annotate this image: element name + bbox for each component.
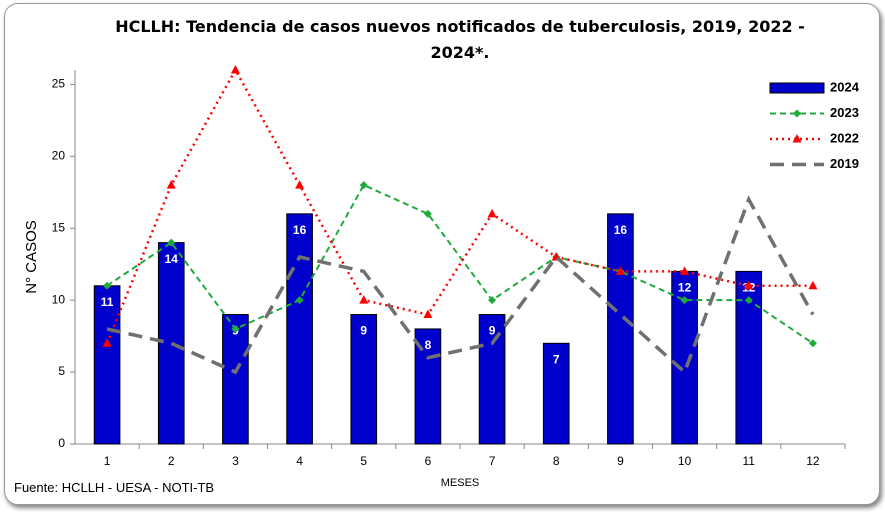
marker — [423, 209, 432, 218]
x-axis-label: MESES — [441, 477, 480, 489]
bar — [222, 314, 249, 445]
marker — [103, 281, 112, 290]
bar — [607, 213, 634, 445]
data-label: 16 — [614, 223, 628, 237]
line — [105, 67, 813, 344]
marker — [744, 280, 754, 290]
legend-label: 2019 — [830, 156, 859, 171]
x-tick-label: 12 — [806, 454, 820, 468]
x-tick-label: 2 — [168, 454, 175, 468]
marker — [230, 65, 240, 74]
marker — [488, 296, 497, 305]
marker — [808, 339, 817, 348]
x-tick-label: 9 — [617, 454, 624, 468]
marker — [295, 296, 304, 305]
legend-marker — [792, 134, 802, 143]
chart-title: HCLLH: Tendencia de casos nuevos notific… — [115, 17, 805, 62]
marker — [167, 238, 176, 247]
data-label: 8 — [425, 338, 432, 352]
data-label: 7 — [553, 352, 560, 366]
marker — [808, 280, 818, 290]
bar — [350, 314, 378, 445]
marker — [744, 296, 753, 305]
y-tick-label: 15 — [52, 220, 66, 234]
marker — [166, 180, 176, 189]
legend-marker — [793, 109, 801, 118]
data-label: 9 — [489, 324, 496, 338]
x-tick-label: 8 — [553, 454, 560, 468]
marker — [359, 295, 369, 304]
data-label: 16 — [293, 223, 307, 237]
legend-label: 2022 — [830, 130, 859, 145]
x-tick-label: 3 — [232, 454, 239, 468]
marker — [102, 338, 112, 347]
source-note: Fuente: HCLLH - UESA - NOTI-TB — [14, 480, 215, 495]
x-tick-label: 11 — [743, 454, 756, 468]
legend-label: 2023 — [830, 105, 859, 120]
chart-frame — [4, 3, 880, 505]
bar — [542, 342, 570, 445]
marker — [487, 208, 497, 218]
data-label: 14 — [165, 252, 179, 266]
y-tick-label: 10 — [52, 292, 66, 306]
marker — [231, 324, 240, 333]
x-tick-label: 4 — [296, 454, 303, 468]
line — [106, 183, 814, 345]
x-tick-label: 5 — [360, 454, 367, 468]
x-tick-label: 10 — [678, 454, 692, 468]
y-tick-label: 20 — [52, 148, 66, 162]
bar — [93, 285, 121, 445]
bar — [478, 314, 506, 445]
data-label: 9 — [360, 324, 367, 338]
marker — [615, 266, 625, 275]
marker — [680, 296, 689, 305]
x-tick-label: 1 — [104, 454, 111, 468]
y-tick-label: 25 — [52, 77, 66, 91]
data-label: 11 — [101, 295, 114, 309]
y-tick-label: 0 — [58, 436, 65, 450]
x-tick-label: 6 — [425, 454, 432, 468]
bar — [157, 242, 185, 445]
marker — [423, 309, 433, 319]
marker — [295, 180, 305, 189]
x-tick-label: 7 — [489, 454, 496, 468]
legend-label: 2024 — [830, 79, 860, 94]
data-label: 12 — [678, 281, 692, 295]
bar — [286, 213, 313, 445]
line — [106, 195, 815, 376]
marker — [359, 181, 368, 190]
y-axis-label: N° CASOS — [23, 220, 40, 294]
legend-swatch — [769, 82, 825, 94]
y-tick-label: 5 — [58, 364, 65, 378]
marker — [680, 266, 690, 275]
